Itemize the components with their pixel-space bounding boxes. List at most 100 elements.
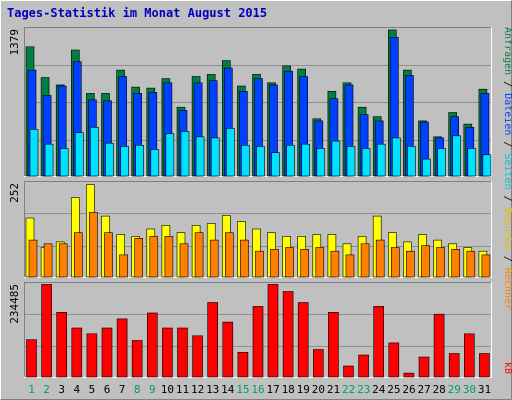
bar-pages-day-17	[271, 152, 280, 177]
bar-pages-day-9	[150, 149, 160, 177]
chart-title: Tages-Statistik im Monat August 2015	[7, 6, 267, 20]
bar-pages-day-31	[482, 154, 492, 177]
bar-sites-day-7	[119, 254, 128, 278]
bar-kbytes-day-18	[282, 291, 294, 378]
bar-pages-day-11	[180, 131, 190, 177]
bar-sites-day-19	[300, 249, 310, 278]
bar-pages-day-30	[467, 148, 477, 177]
bar-sites-day-18	[285, 247, 294, 278]
bar-kbytes-day-17	[267, 284, 279, 378]
day-label: 21	[327, 383, 340, 396]
bar-sites-day-8	[134, 238, 143, 278]
day-label: 28	[433, 383, 446, 396]
bar-kbytes-day-7	[116, 318, 128, 378]
bar-sites-day-31	[481, 254, 491, 278]
chart-panels: 1379 252 234485	[8, 27, 492, 378]
bar-pages-day-22	[346, 146, 356, 177]
bar-kbytes-day-10	[162, 327, 173, 378]
bar-sites-day-16	[255, 250, 264, 278]
bar-pages-day-14	[226, 128, 235, 177]
bar-sites-day-21	[330, 250, 340, 278]
legend-part: Besuche	[502, 208, 512, 250]
bar-pages-day-16	[256, 146, 265, 177]
bar-sites-day-13	[209, 239, 219, 278]
day-label: 19	[297, 383, 310, 396]
series-legend: Anfragen / Dateien / Seiten / Besuche / …	[502, 27, 512, 310]
bar-kbytes-day-2	[41, 284, 52, 378]
bar-pages-day-19	[301, 143, 311, 177]
bar-sites-day-12	[194, 232, 204, 278]
bar-kbytes-day-21	[328, 311, 339, 378]
day-label: 31	[478, 383, 491, 396]
day-label: 2	[43, 383, 50, 396]
bar-pages-day-2	[44, 143, 54, 177]
bar-pages-day-24	[376, 143, 386, 177]
bar-kbytes-day-22	[343, 365, 354, 378]
bar-kbytes-day-3	[56, 311, 68, 378]
day-label: 22	[342, 383, 355, 396]
legend-part: Anfragen	[502, 27, 512, 75]
panel-hits-files-pages: 1379	[8, 27, 492, 177]
bar-kbytes-day-16	[252, 306, 264, 378]
day-label: 11	[176, 383, 189, 396]
bar-pages-day-4	[75, 132, 84, 177]
legend-part: /	[502, 75, 512, 93]
panel-kbytes: 234485	[8, 282, 492, 378]
bar-sites-day-5	[89, 212, 98, 278]
bar-pages-day-13	[210, 137, 220, 177]
bar-sites-day-22	[345, 254, 355, 278]
day-label: 6	[104, 383, 111, 396]
bar-sites-day-6	[104, 232, 113, 278]
day-label: 7	[119, 383, 126, 396]
day-label: 15	[236, 383, 249, 396]
bar-kbytes-day-20	[312, 349, 324, 378]
bar-pages-day-27	[422, 158, 431, 177]
bar-kbytes-day-4	[71, 327, 83, 378]
day-label: 12	[191, 383, 204, 396]
legend-part: /	[502, 190, 512, 208]
bar-sites-day-1	[28, 239, 38, 278]
legend-part: Rechner	[502, 268, 512, 310]
bar-pages-day-15	[241, 145, 250, 177]
day-label: 13	[206, 383, 219, 396]
bar-pages-day-3	[59, 148, 69, 177]
bar-pages-day-5	[90, 127, 99, 177]
bar-sites-day-24	[375, 239, 385, 278]
bar-pages-day-1	[29, 129, 39, 177]
day-label: 29	[448, 383, 461, 396]
bar-sites-day-25	[390, 247, 400, 278]
bar-sites-day-27	[421, 245, 430, 278]
day-label: 16	[251, 383, 264, 396]
bar-pages-day-6	[105, 142, 114, 177]
bar-kbytes-day-26	[403, 372, 415, 378]
day-label: 3	[58, 383, 65, 396]
bar-kbytes-day-6	[101, 327, 113, 378]
bar-pages-day-12	[195, 136, 205, 177]
day-label: 20	[312, 383, 325, 396]
bar-pages-day-18	[286, 145, 295, 177]
day-label: 5	[89, 383, 96, 396]
bar-kbytes-day-29	[448, 353, 460, 378]
bar-sites-day-3	[58, 243, 68, 278]
panel-visits-sites: 252	[8, 181, 492, 278]
y-max-label: 234485	[8, 284, 21, 324]
bar-pages-day-28	[437, 148, 446, 177]
day-label: 18	[282, 383, 295, 396]
bar-kbytes-day-12	[192, 335, 203, 378]
bar-sites-day-17	[270, 249, 279, 278]
day-label: 26	[402, 383, 415, 396]
day-label: 23	[357, 383, 370, 396]
day-label: 4	[73, 383, 80, 396]
bar-kbytes-day-5	[86, 333, 98, 378]
day-label: 8	[134, 383, 141, 396]
day-label: 14	[221, 383, 235, 396]
bar-kbytes-day-19	[297, 302, 309, 378]
bar-sites-day-23	[360, 243, 370, 278]
day-label: 30	[463, 383, 476, 396]
y-max-label: 252	[8, 183, 21, 203]
bar-kbytes-day-14	[222, 321, 234, 378]
day-label: 17	[266, 383, 279, 396]
y-max-label: 1379	[8, 29, 21, 56]
